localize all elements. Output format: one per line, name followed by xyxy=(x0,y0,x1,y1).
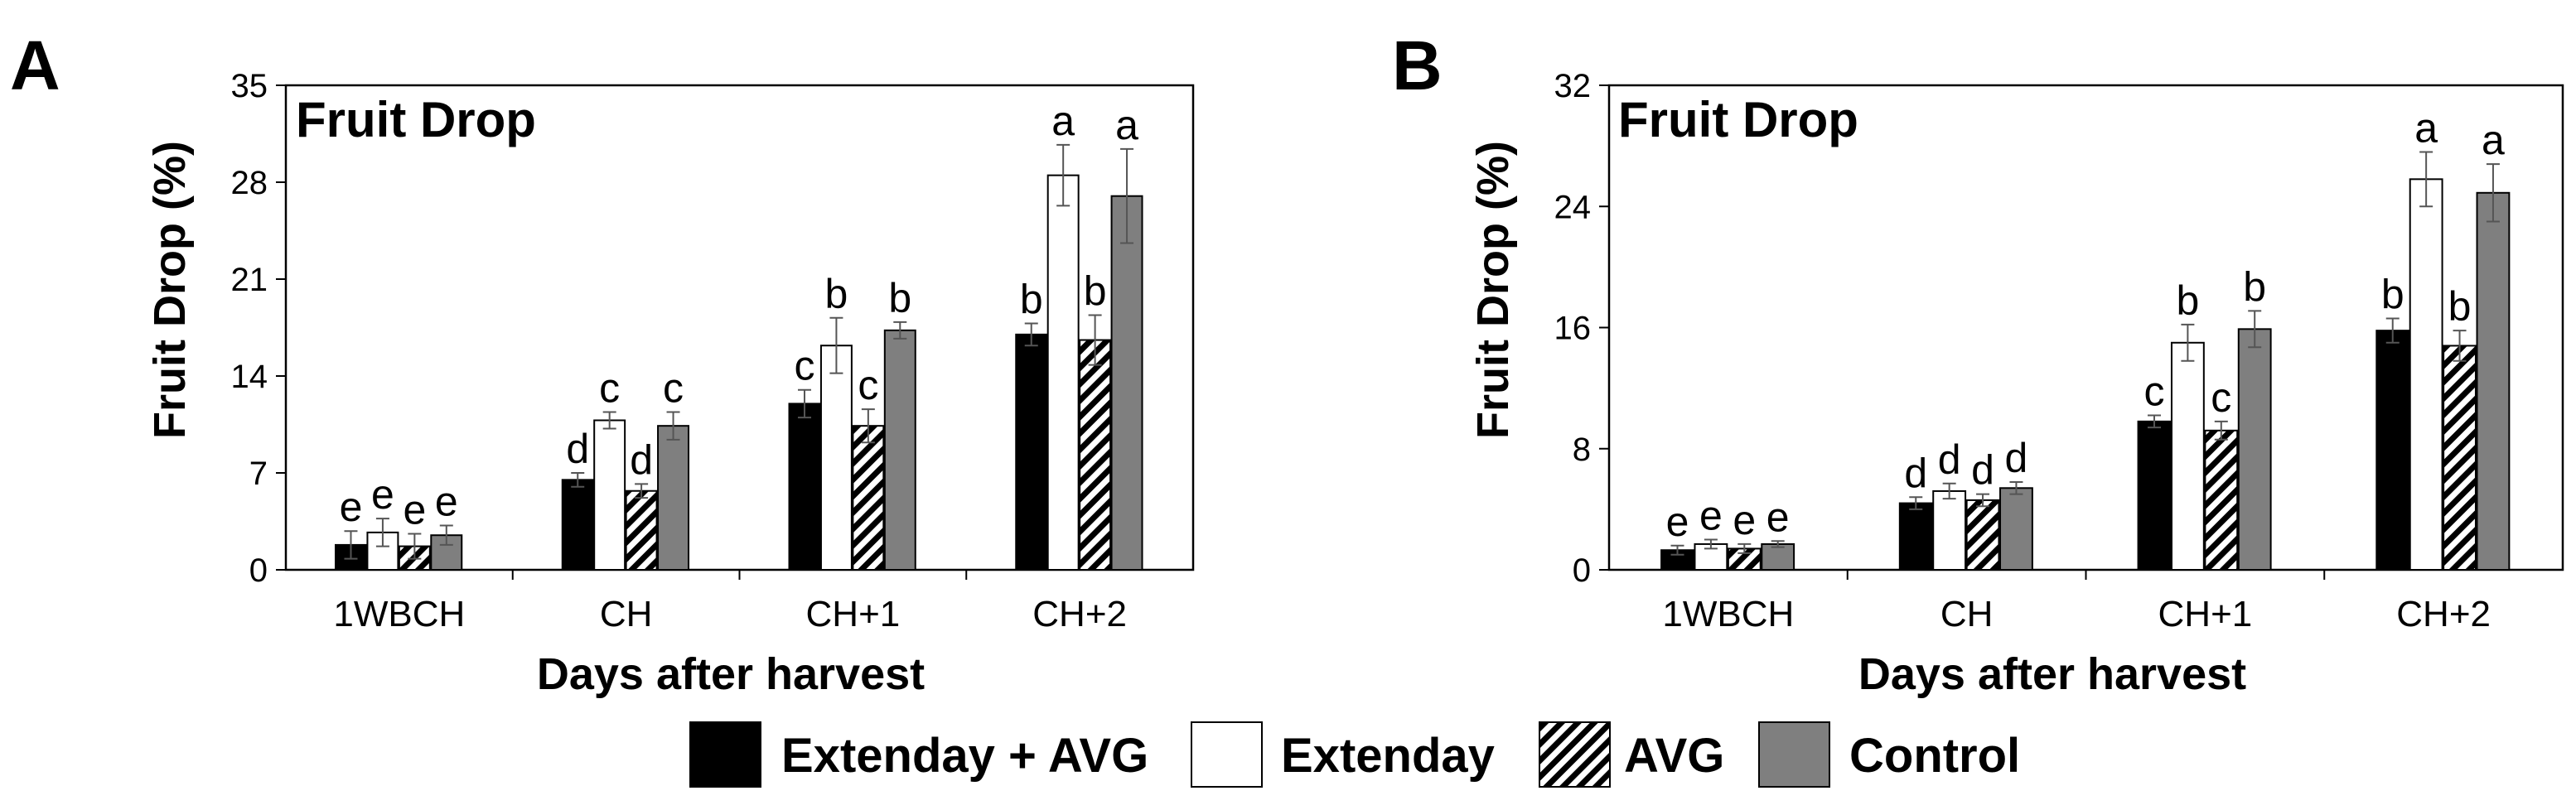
x-axis-label-b: Days after harvest xyxy=(1858,649,2246,699)
significance-letter: b xyxy=(888,275,911,321)
significance-letter: c xyxy=(2211,374,2231,421)
significance-letter: b xyxy=(2243,263,2266,310)
significance-letter: b xyxy=(2176,277,2199,324)
significance-letter: b xyxy=(2448,283,2472,330)
legend-label-extenday: Extenday xyxy=(1281,729,1495,783)
bar-control xyxy=(1110,195,1143,571)
bar-extenday xyxy=(593,419,626,571)
x-tick-label: CH xyxy=(600,594,653,634)
y-tick-label: 14 xyxy=(231,359,268,395)
significance-letter: c xyxy=(858,362,878,408)
significance-letter: d xyxy=(1904,450,1927,496)
significance-letter: e xyxy=(1733,497,1756,543)
significance-letter: d xyxy=(566,426,589,472)
significance-letter: c xyxy=(599,364,620,411)
bar-avg xyxy=(1079,339,1112,571)
legend-swatch-avg xyxy=(1539,721,1611,788)
chart-title-a: Fruit Drop xyxy=(296,92,536,147)
legend-swatch-extenday-avg xyxy=(689,721,761,788)
significance-letter: c xyxy=(2143,369,2164,415)
y-tick-label: 0 xyxy=(249,552,268,589)
legend: Extenday + AVG Extenday AVG Control xyxy=(689,721,2020,788)
bar-extenday-avg xyxy=(561,479,594,571)
significance-letter: d xyxy=(1938,436,1961,483)
significance-letter: d xyxy=(1971,447,1994,494)
panel-b: B Fruit Drop Fruit Drop (%) Days after h… xyxy=(1392,27,2564,699)
bar-avg xyxy=(852,425,885,571)
legend-label-control: Control xyxy=(1849,729,2020,783)
x-axis-label-a: Days after harvest xyxy=(537,649,925,699)
panel-a: A Fruit Drop Fruit Drop (%) Days after h… xyxy=(10,27,1195,699)
significance-letter: e xyxy=(340,484,363,530)
y-tick-label: 28 xyxy=(231,165,268,201)
significance-letter: b xyxy=(825,271,848,317)
significance-letter: b xyxy=(2381,272,2404,318)
bar-extenday-avg xyxy=(2137,420,2172,571)
significance-letter: e xyxy=(435,479,458,525)
y-tick-label: 21 xyxy=(231,262,268,298)
x-tick-label: CH+2 xyxy=(2396,594,2491,634)
significance-letter: d xyxy=(630,436,653,483)
significance-letter: b xyxy=(1084,268,1107,314)
x-tick-label: CH+1 xyxy=(2158,594,2253,634)
bar-control xyxy=(2237,328,2272,571)
legend-label-avg: AVG xyxy=(1624,729,1724,783)
significance-letter: a xyxy=(2414,104,2438,151)
significance-letter: c xyxy=(794,343,814,389)
bar-avg xyxy=(1965,499,2000,571)
bar-control xyxy=(883,329,916,571)
panel-letter-a: A xyxy=(10,27,60,104)
significance-letter: a xyxy=(2482,117,2505,163)
x-tick-label: 1WBCH xyxy=(333,594,465,634)
y-tick-label: 8 xyxy=(1573,432,1591,468)
significance-letter: e xyxy=(371,471,394,518)
bar-control xyxy=(1999,487,2033,571)
bar-control xyxy=(657,425,690,571)
chart-title-b: Fruit Drop xyxy=(1618,92,1858,147)
bar-extenday-avg xyxy=(1898,502,1933,571)
significance-letter: a xyxy=(1115,102,1138,148)
bar-extenday-avg xyxy=(1015,333,1048,571)
bar-extenday-avg xyxy=(2375,330,2410,571)
bar-extenday xyxy=(2409,178,2443,571)
y-tick-label: 0 xyxy=(1573,552,1591,589)
bar-control xyxy=(1761,542,1795,571)
bar-avg xyxy=(2204,429,2239,571)
significance-letter: e xyxy=(403,487,426,533)
y-tick-label: 7 xyxy=(249,456,268,492)
panel-letter-b: B xyxy=(1392,27,1443,104)
bar-avg xyxy=(625,489,658,571)
y-axis-label-b: Fruit Drop (%) xyxy=(1468,141,1518,439)
bar-extenday xyxy=(1046,174,1080,571)
y-tick-label: 24 xyxy=(1554,189,1592,225)
significance-letter: d xyxy=(2005,435,2028,481)
bar-extenday xyxy=(1932,489,1967,571)
x-tick-label: CH+1 xyxy=(806,594,901,634)
significance-letter: b xyxy=(1020,276,1043,322)
significance-letter: c xyxy=(663,364,684,411)
legend-swatch-extenday xyxy=(1191,721,1263,788)
y-tick-label: 16 xyxy=(1554,311,1592,347)
significance-letter: e xyxy=(1699,492,1723,538)
bar-extenday xyxy=(819,345,853,571)
bar-avg xyxy=(2443,345,2477,571)
significance-letter: a xyxy=(1051,98,1075,144)
y-tick-label: 35 xyxy=(231,68,268,104)
significance-letter: e xyxy=(1766,494,1790,540)
y-axis-label-a: Fruit Drop (%) xyxy=(145,141,195,439)
bar-extenday-avg xyxy=(788,403,821,571)
significance-letter: e xyxy=(1666,499,1689,545)
x-tick-label: 1WBCH xyxy=(1662,594,1794,634)
legend-label-extenday-avg: Extenday + AVG xyxy=(781,729,1148,783)
bar-extenday xyxy=(2170,341,2205,571)
legend-swatch-control xyxy=(1758,721,1830,788)
x-tick-label: CH xyxy=(1940,594,1994,634)
y-tick-label: 32 xyxy=(1554,68,1592,104)
x-tick-label: CH+2 xyxy=(1032,594,1127,634)
bar-control xyxy=(2476,191,2511,571)
